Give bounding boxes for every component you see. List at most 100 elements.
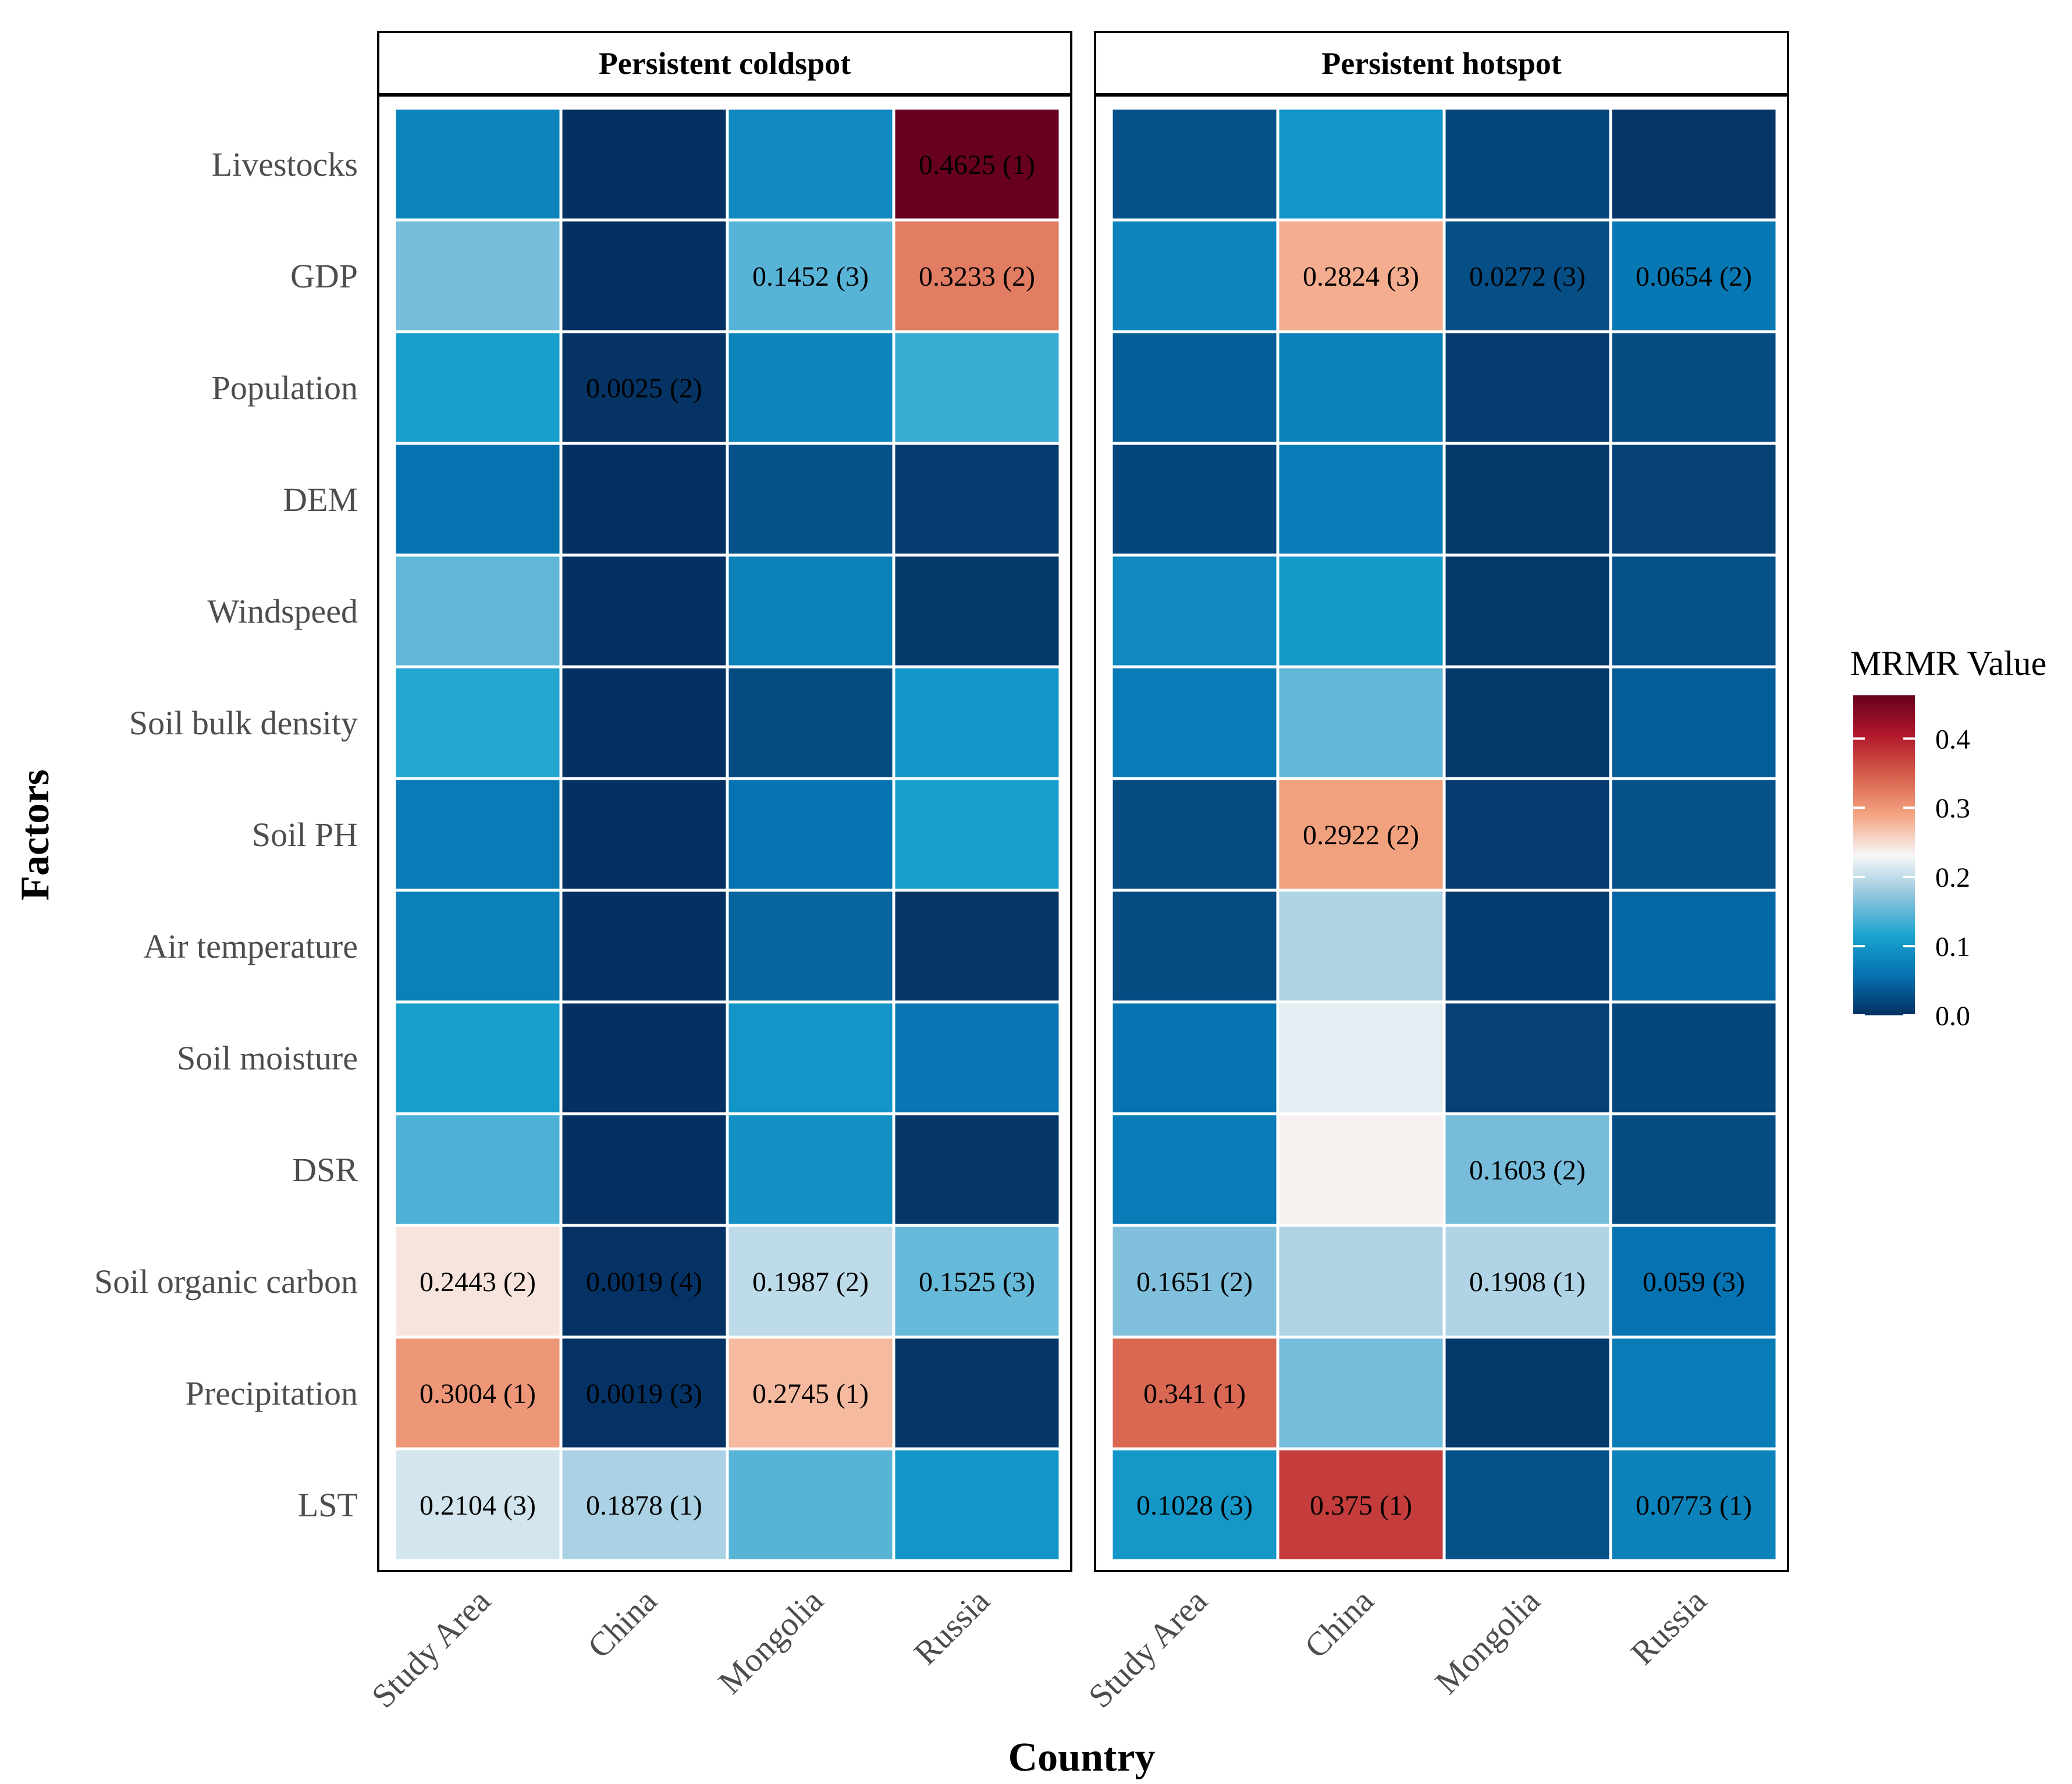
heatmap-cell	[1445, 1450, 1609, 1559]
heatmap-cell	[1279, 109, 1443, 219]
heatmap-cell	[562, 1227, 726, 1336]
heatmap-cell	[1113, 1115, 1277, 1224]
heatmap-cell	[895, 556, 1059, 666]
heatmap-cell	[1612, 221, 1776, 330]
cell-label: 0.0025 (2)	[586, 373, 702, 404]
cell-label: 0.1525 (3)	[919, 1267, 1035, 1298]
panel-header	[1094, 31, 1789, 96]
heatmap-cell	[1445, 780, 1609, 889]
heatmap-cell	[1612, 333, 1776, 442]
cell-label: 0.341 (1)	[1143, 1378, 1246, 1409]
heatmap-cell	[1612, 780, 1776, 889]
heatmap-cell	[895, 891, 1059, 1001]
heatmap-cell	[1279, 668, 1443, 777]
y-tick-label: Soil bulk density	[129, 704, 358, 742]
y-tick-label: Precipitation	[186, 1374, 358, 1412]
heatmap-cell	[1612, 1338, 1776, 1448]
heatmap-cell	[895, 1003, 1059, 1113]
cell-label: 0.1987 (2)	[752, 1267, 869, 1298]
heatmap-cell	[396, 333, 560, 442]
heatmap-cell	[895, 1227, 1059, 1336]
cell-label: 0.3004 (1)	[420, 1378, 536, 1409]
heatmap-cell	[895, 221, 1059, 330]
heatmap-cell	[895, 109, 1059, 219]
heatmap-cell	[396, 668, 560, 777]
y-tick-label: DEM	[283, 481, 358, 518]
heatmap-cell	[396, 1115, 560, 1224]
heatmap-cell	[728, 1003, 893, 1113]
heatmap-cell	[1445, 109, 1609, 219]
heatmap-cell	[562, 1003, 726, 1113]
heatmap-cell	[895, 333, 1059, 442]
heatmap-cell	[1612, 1003, 1776, 1113]
heatmap-cell	[1113, 668, 1277, 777]
heatmap-cell	[1445, 1003, 1609, 1113]
y-tick-label: Windspeed	[207, 592, 358, 630]
heatmap-cell	[1113, 1338, 1277, 1448]
heatmap-cell	[562, 780, 726, 889]
heatmap-cell	[562, 1450, 726, 1559]
cell-label: 0.1028 (3)	[1136, 1490, 1253, 1521]
heatmap-cell	[895, 1450, 1059, 1559]
cell-label: 0.1603 (2)	[1469, 1155, 1586, 1186]
heatmap-cell	[1612, 445, 1776, 554]
heatmap-cell	[562, 333, 726, 442]
heatmap-cell	[396, 556, 560, 666]
heatmap-cell	[1113, 333, 1277, 442]
cell-label: 0.3233 (2)	[919, 261, 1035, 292]
y-tick-label: Soil PH	[252, 816, 358, 854]
cell-label: 0.375 (1)	[1310, 1490, 1412, 1521]
cell-label: 0.2745 (1)	[752, 1378, 869, 1409]
heatmap-cell	[562, 891, 726, 1001]
cell-label: 0.1878 (1)	[586, 1490, 702, 1521]
heatmap-cell	[728, 556, 893, 666]
cell-label: 0.059 (3)	[1643, 1267, 1745, 1298]
heatmap-cell	[1279, 333, 1443, 442]
heatmap-cell	[396, 1227, 560, 1336]
heatmap-cell	[1113, 1450, 1277, 1559]
heatmap-cell	[396, 1338, 560, 1448]
heatmap-cell	[1445, 556, 1609, 666]
heatmap-cell	[1279, 556, 1443, 666]
heatmap-cell	[1113, 780, 1277, 889]
y-tick-label: Air temperature	[143, 927, 358, 965]
heatmap-cell	[1113, 1003, 1277, 1113]
y-tick-label: GDP	[290, 257, 358, 295]
heatmap-cell	[1445, 1115, 1609, 1224]
heatmap-cell	[1612, 668, 1776, 777]
heatmap-cell	[895, 1338, 1059, 1448]
heatmap-cell	[1612, 891, 1776, 1001]
heatmap-cell	[728, 109, 893, 219]
heatmap-cell	[1612, 556, 1776, 666]
legend-tick-label: 0.2	[1935, 862, 1970, 893]
y-tick-label: Soil organic carbon	[94, 1263, 358, 1300]
heatmap-cell	[1113, 1227, 1277, 1336]
heatmap-cell	[396, 221, 560, 330]
legend-colorbar	[1853, 695, 1915, 1015]
heatmap-cell	[1279, 780, 1443, 889]
y-tick-label: LST	[298, 1486, 358, 1524]
cell-label: 0.0773 (1)	[1636, 1490, 1752, 1521]
heatmap-cell	[1612, 109, 1776, 219]
legend-tick-label: 0.0	[1935, 1001, 1970, 1032]
cell-label: 0.2824 (3)	[1303, 261, 1419, 292]
heatmap-cell	[895, 1115, 1059, 1224]
heatmap-cell	[728, 445, 893, 554]
heatmap-cell	[728, 221, 893, 330]
y-tick-label: DSR	[292, 1151, 358, 1189]
heatmap-cell	[396, 1003, 560, 1113]
panel-title: Persistent hotspot	[1321, 46, 1561, 81]
heatmap-cell	[396, 109, 560, 219]
heatmap-cell	[562, 668, 726, 777]
cell-label: 0.2443 (2)	[420, 1267, 536, 1298]
heatmap-cell	[396, 780, 560, 889]
cell-label: 0.0654 (2)	[1636, 261, 1752, 292]
panel-0: 0.4625 (1) 0.1452 (3) 0.3233 (2) 0.0025 (2)…	[377, 31, 1072, 1572]
cell-label: 0.2104 (3)	[420, 1490, 536, 1521]
heatmap-cell	[728, 1338, 893, 1448]
panel-border	[1094, 94, 1789, 1572]
panel-title: Persistent coldspot	[599, 46, 851, 81]
y-tick-label: Population	[212, 369, 358, 407]
heatmap-cell	[396, 891, 560, 1001]
